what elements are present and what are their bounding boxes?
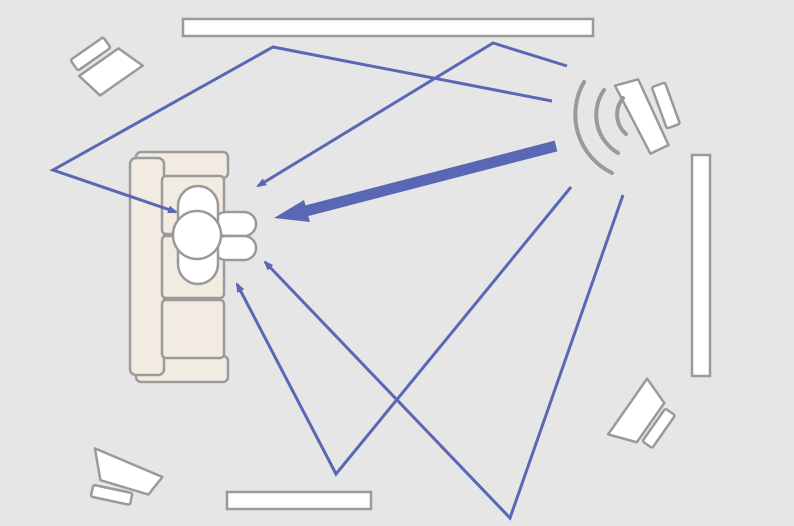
sofa-arm xyxy=(128,156,166,377)
bottom-absorber-panel xyxy=(225,490,373,511)
sofa-seat-bottom xyxy=(160,298,226,360)
ceiling-reflection-right-path xyxy=(256,41,568,188)
top-left-speaker-icon xyxy=(69,36,144,97)
sound-wave-icon xyxy=(573,80,628,175)
bottom-right-speaker-icon xyxy=(606,377,676,449)
floor-reflection-left-path xyxy=(235,186,573,477)
direct-sound-arrowhead xyxy=(274,200,310,222)
bottom-left-speaker-icon xyxy=(89,447,164,506)
active-speaker-icon xyxy=(613,78,681,155)
top-absorber-panel xyxy=(181,17,595,38)
floor-reflection-right-path xyxy=(263,194,625,521)
listener-icon xyxy=(171,184,258,286)
listener-head xyxy=(171,209,223,261)
right-absorber-panel xyxy=(690,153,712,378)
direct-sound-path xyxy=(300,140,558,218)
ceiling-reflection-left-path xyxy=(49,45,553,214)
